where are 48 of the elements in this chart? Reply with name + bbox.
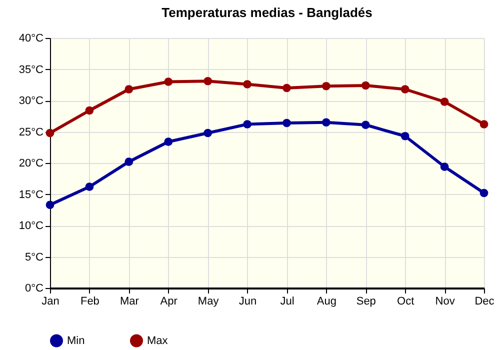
x-tick-label: May [198, 296, 220, 308]
point [400, 85, 410, 94]
y-tick-label: 35°C [18, 64, 44, 76]
y-tick-label: 10°C [18, 220, 44, 232]
point [361, 81, 370, 90]
chart-title: Temperaturas medias - Bangladés [162, 5, 372, 20]
point [322, 82, 330, 90]
point [282, 84, 291, 92]
legend-label: Max [147, 334, 168, 347]
point [243, 120, 252, 128]
x-tick-label: Oct [397, 296, 414, 308]
point [204, 128, 212, 138]
point [46, 200, 54, 210]
point [85, 182, 94, 191]
y-tick-label: 20°C [18, 158, 44, 170]
x-tick-label: Aug [316, 296, 336, 308]
legend-label: Min [67, 334, 85, 347]
x-tick-label: Jun [238, 296, 257, 308]
y-tick-label: 15°C [18, 188, 44, 201]
point [322, 118, 330, 127]
y-tick-label: 25°C [18, 126, 44, 138]
point [440, 162, 449, 171]
x-tick-label: Nov [435, 296, 456, 308]
point [282, 118, 291, 128]
point [243, 80, 252, 88]
x-tick-label: Mar [120, 296, 140, 308]
point [480, 188, 488, 198]
point [361, 120, 370, 130]
point [440, 98, 449, 106]
x-tick-label: Jan [42, 296, 60, 308]
point [46, 128, 54, 138]
y-tick-label: 40°C [18, 32, 44, 44]
x-tick-label: Apr [160, 296, 178, 308]
x-tick-label: Feb [80, 296, 100, 308]
x-tick-label: Dec [474, 296, 495, 308]
x-tick-label: Sep [356, 296, 376, 308]
point [124, 158, 134, 166]
point [124, 85, 134, 94]
x-tick-label: Jul [280, 296, 294, 308]
y-tick-label: 5°C [25, 251, 44, 264]
y-tick-label: 30°C [18, 95, 44, 107]
point [85, 106, 94, 115]
point [400, 132, 410, 140]
point [164, 138, 173, 146]
point [204, 76, 212, 86]
point [480, 120, 488, 128]
y-tick-label: 0°C [25, 282, 44, 294]
point [164, 78, 173, 86]
